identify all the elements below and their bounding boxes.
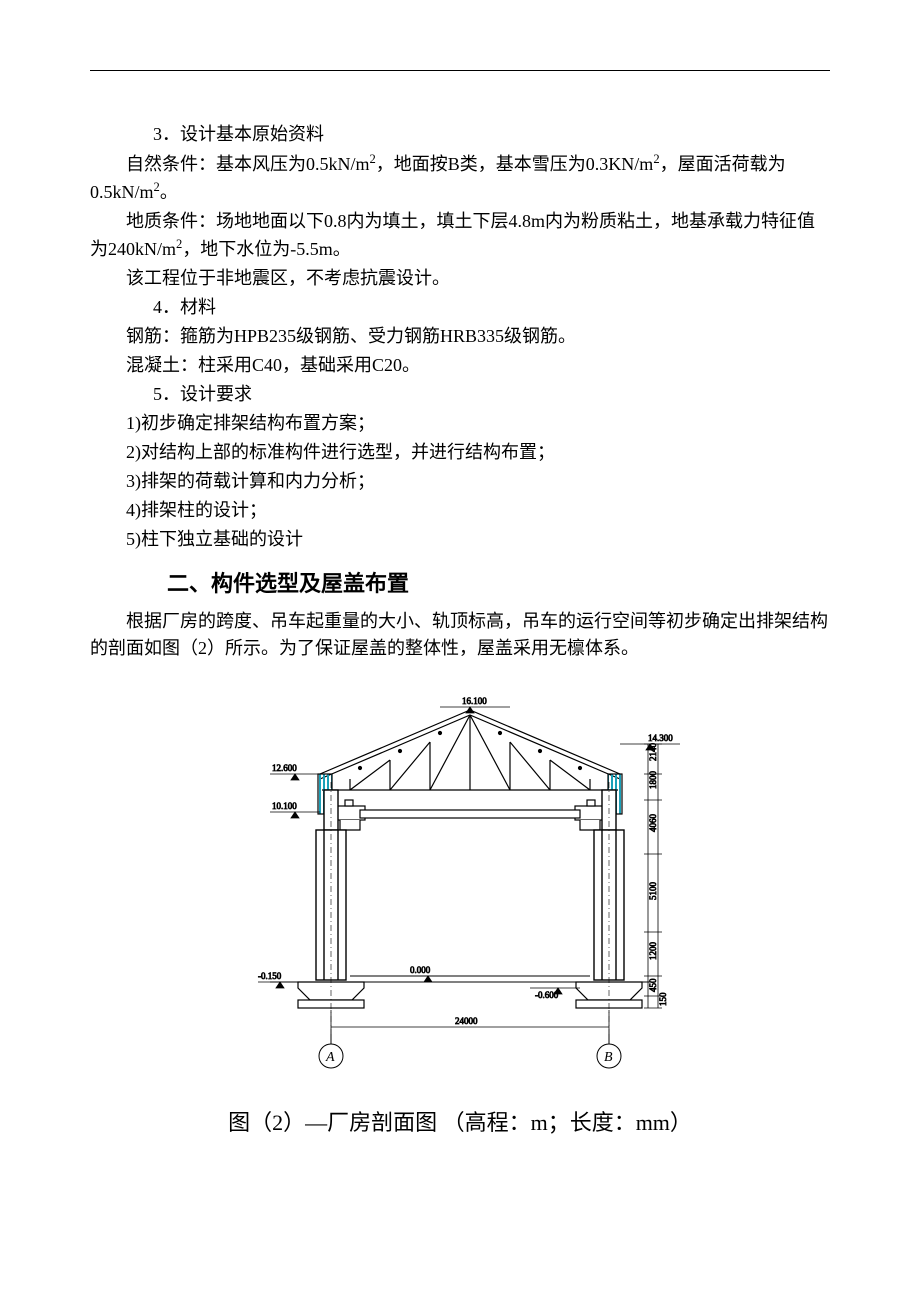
figure-2-svg: 16.100 12.600 10.100 -0.150 0.000 (210, 682, 710, 1082)
dim-r-6: 150 (658, 992, 668, 1006)
s3-p1: 自然条件：基本风压为0.5kN/m2，地面按B类，基本雪压为0.3KN/m2，屋… (90, 150, 830, 206)
axis-centerlines (331, 782, 609, 1044)
elev-inside: 0.000 (410, 965, 431, 975)
elev-eave-left: 12.600 (272, 763, 297, 773)
dim-r-0: 2140 (648, 743, 658, 762)
foundations (298, 982, 642, 1008)
s3-p2: 地质条件：场地地面以下0.8内为填土，填土下层4.8m内为粉质粘土，地基承载力特… (90, 208, 830, 263)
dim-r-4: 1200 (648, 942, 658, 961)
s5-i3: 3)排架的荷载计算和内力分析； (90, 468, 830, 495)
elev-rail: 10.100 (272, 801, 297, 811)
s3-p1-a: 自然条件：基本风压为0.5kN/m (126, 154, 370, 174)
axis-B: B (604, 1050, 613, 1065)
s5-i5: 5)柱下独立基础的设计 (90, 526, 830, 553)
s3-p3: 该工程位于非地震区，不考虑抗震设计。 (90, 265, 830, 292)
elev-footing: -0.600 (535, 990, 559, 1000)
dim-r-3: 5100 (648, 882, 658, 901)
elev-top: 16.100 (462, 696, 487, 706)
span-dim: 24000 (331, 1010, 609, 1034)
heading-3: 3．设计基本原始资料 (153, 121, 830, 148)
s5-i2: 2)对结构上部的标准构件进行选型，并进行结构布置； (90, 439, 830, 466)
axis-labels: A B (319, 1034, 621, 1068)
heading-4: 4．材料 (153, 294, 830, 321)
heading-section-2: 二、构件选型及屋盖布置 (167, 567, 830, 600)
elev-ground-left: -0.150 (258, 971, 282, 981)
elev-eave-right-text: 14.300 (648, 733, 673, 743)
dim-r-5: 450 (648, 978, 658, 992)
s3-p1-d: 。 (160, 182, 178, 202)
figure-2-wrap: 16.100 12.600 10.100 -0.150 0.000 (90, 682, 830, 1139)
dim-r-2: 4060 (648, 814, 658, 833)
dim-chain-right: 2140 1800 4060 5100 1200 450 150 (644, 743, 668, 1009)
roof (320, 710, 620, 790)
figure-2-caption: 图（2）—厂房剖面图 （高程：m；长度：mm） (228, 1106, 692, 1139)
section2-p1: 根据厂房的跨度、吊车起重量的大小、轨顶标高，吊车的运行空间等初步确定出排架结构的… (90, 608, 830, 662)
s3-p1-b: ，地面按B类，基本雪压为0.3KN/m (376, 154, 654, 174)
s5-i4: 4)排架柱的设计； (90, 497, 830, 524)
heading-5: 5．设计要求 (153, 381, 830, 408)
s3-p2-b: ，地下水位为-5.5m。 (182, 239, 351, 259)
s5-i1: 1)初步确定排架结构布置方案； (90, 410, 830, 437)
crane-beam (335, 800, 605, 830)
span-text: 24000 (455, 1016, 478, 1026)
axis-A: A (325, 1050, 335, 1065)
s4-p2: 混凝土：柱采用C40，基础采用C20。 (90, 352, 830, 379)
top-rule (90, 70, 830, 71)
dim-r-1: 1800 (648, 771, 658, 790)
s4-p1: 钢筋：箍筋为HPB235级钢筋、受力钢筋HRB335级钢筋。 (90, 323, 830, 350)
